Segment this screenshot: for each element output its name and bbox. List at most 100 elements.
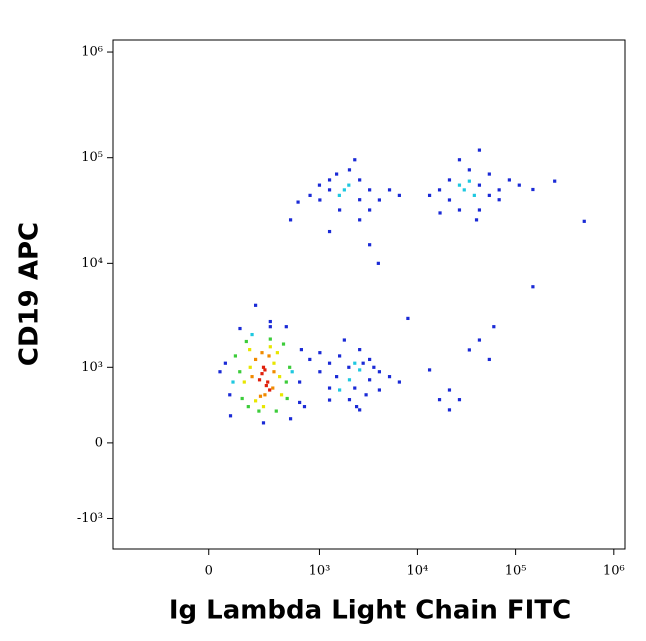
event-dot xyxy=(406,316,410,321)
event-dot xyxy=(288,417,293,421)
event-dot xyxy=(497,188,501,192)
event-dot xyxy=(260,351,264,355)
event-dot xyxy=(462,188,466,192)
event-dot xyxy=(281,342,286,346)
event-dot xyxy=(268,345,272,349)
event-dot xyxy=(218,370,222,374)
event-dot xyxy=(447,198,452,202)
event-dot xyxy=(263,393,267,397)
event-dot xyxy=(284,325,288,329)
event-dot xyxy=(288,365,292,369)
event-dot xyxy=(279,393,284,397)
event-dot xyxy=(347,365,351,369)
event-dot xyxy=(335,375,339,379)
event-dot xyxy=(347,378,352,382)
event-dot xyxy=(387,188,392,192)
y-tick-label: 10⁶ xyxy=(81,45,103,60)
event-dot xyxy=(260,372,264,376)
event-dot xyxy=(263,368,267,372)
event-dot xyxy=(290,370,294,374)
event-dot xyxy=(338,354,342,358)
event-dot xyxy=(457,398,462,402)
event-dot xyxy=(253,357,258,362)
x-tick-label: 10⁶ xyxy=(603,564,625,579)
event-dot xyxy=(228,414,233,418)
event-dot xyxy=(347,183,351,187)
event-dot xyxy=(467,179,471,183)
event-dot xyxy=(242,380,246,384)
event-dot xyxy=(253,399,258,403)
event-dot xyxy=(531,187,535,192)
event-dot xyxy=(353,361,357,365)
event-dot xyxy=(467,168,471,172)
event-dot xyxy=(497,198,501,202)
y-tick-label: 10³ xyxy=(81,360,103,375)
event-dot xyxy=(250,375,254,379)
event-dot xyxy=(582,219,586,223)
event-dot xyxy=(437,398,442,402)
event-dot xyxy=(492,325,496,329)
event-dot xyxy=(335,172,339,176)
event-dot xyxy=(358,408,362,412)
event-dot xyxy=(278,375,282,379)
event-dot xyxy=(377,388,381,392)
event-dot xyxy=(487,172,491,176)
event-dot xyxy=(298,380,302,384)
event-dot xyxy=(472,193,476,197)
event-dot xyxy=(327,398,332,402)
event-dot xyxy=(266,380,270,384)
event-dot xyxy=(248,365,252,369)
event-dot xyxy=(368,188,372,192)
event-dot xyxy=(531,285,535,289)
event-dot xyxy=(298,400,302,405)
event-dot xyxy=(318,198,322,202)
event-dot xyxy=(397,380,401,384)
event-dot xyxy=(308,357,312,362)
x-tick-label: 10⁵ xyxy=(505,564,527,579)
event-dot xyxy=(487,193,491,197)
event-dot xyxy=(327,361,332,365)
event-dot xyxy=(327,386,332,390)
event-dot xyxy=(268,388,272,392)
y-tick-label: -10³ xyxy=(77,511,103,526)
event-dot xyxy=(244,339,248,344)
event-dot xyxy=(368,357,372,362)
event-dot xyxy=(377,198,381,202)
event-dot xyxy=(296,200,300,204)
event-dot xyxy=(231,380,235,384)
event-dot xyxy=(447,178,452,182)
event-dot xyxy=(238,370,242,374)
x-tick-label: 10⁴ xyxy=(407,564,429,579)
event-dot xyxy=(457,158,462,162)
event-dot xyxy=(284,380,288,384)
event-dot xyxy=(457,208,462,212)
event-dot xyxy=(358,178,362,182)
event-dot xyxy=(317,183,322,187)
event-dot xyxy=(327,229,332,234)
event-dot xyxy=(457,183,462,187)
event-dot xyxy=(368,243,372,247)
event-dot xyxy=(258,394,263,398)
event-dot xyxy=(261,365,266,369)
event-dot xyxy=(553,179,557,183)
event-dot xyxy=(233,354,238,358)
event-dot xyxy=(285,396,289,401)
event-dot xyxy=(253,303,258,307)
event-dot xyxy=(358,198,362,202)
event-dot xyxy=(272,370,276,374)
event-dot xyxy=(338,208,342,212)
event-dot xyxy=(361,361,365,365)
event-dot xyxy=(267,354,271,358)
event-dot xyxy=(368,208,372,212)
event-dot xyxy=(477,338,482,342)
plot-frame xyxy=(112,39,626,550)
event-dot xyxy=(347,168,352,172)
y-tick-label: 0 xyxy=(95,435,103,450)
event-dot xyxy=(268,319,272,324)
event-dot xyxy=(358,368,362,372)
event-dot xyxy=(474,218,479,222)
event-dot xyxy=(327,188,332,192)
event-dot xyxy=(250,332,254,337)
event-dot xyxy=(288,218,293,222)
